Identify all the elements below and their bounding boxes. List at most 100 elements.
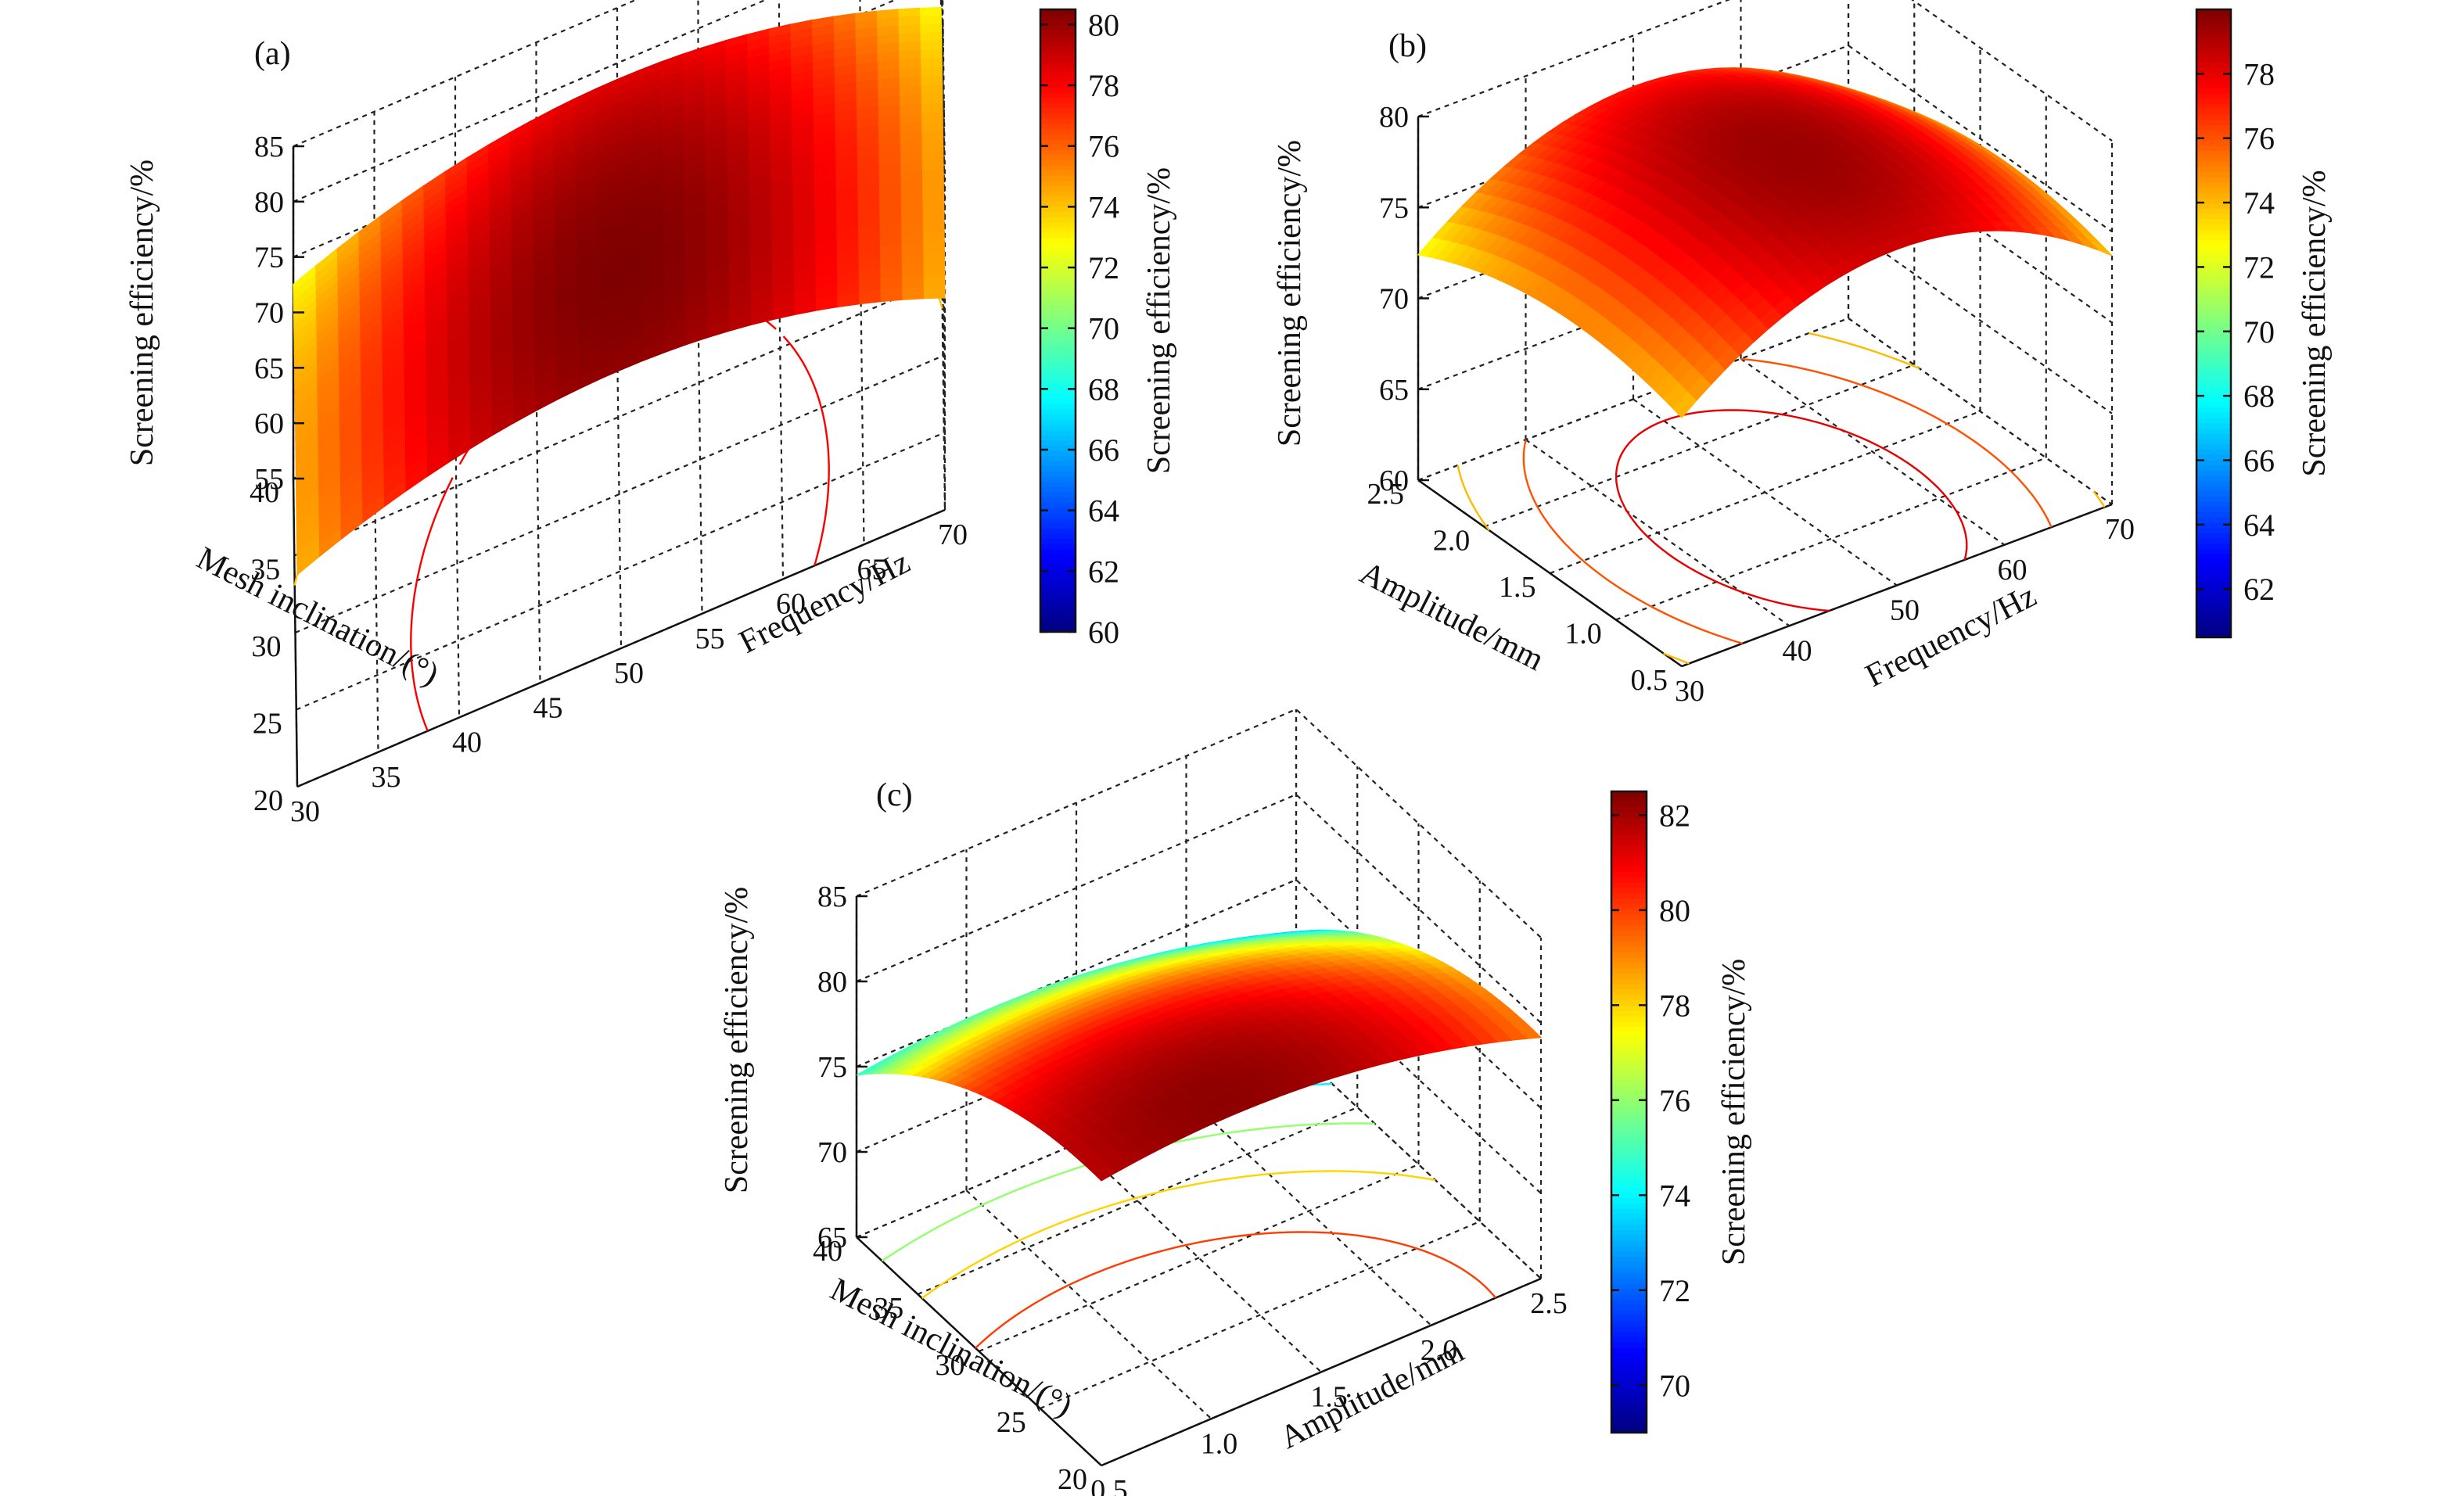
- colorbar-tick-label: 64: [1088, 493, 1119, 529]
- x-tick-label: 30: [1675, 675, 1704, 708]
- z-tick-label: 70: [1379, 283, 1409, 316]
- z-tick-label: 65: [817, 1222, 847, 1254]
- x-tick-label: 2.0: [1421, 1334, 1458, 1367]
- y-tick-label: 35: [874, 1292, 903, 1325]
- surface: [856, 929, 1543, 1182]
- panel-b: 60 65 70 75 80 0.5 1.0 1.5 2.0 2.5 30 40 50 60 70 Scree…: [1272, 0, 2333, 708]
- colorbar-tick-label: 80: [1088, 7, 1119, 42]
- colorbar: 62 64 66 68 70 72 74 76 78 Screening efficiency/%: [2195, 8, 2333, 639]
- z-tick-label: 60: [1379, 465, 1409, 497]
- colorbar-tick-label: 72: [2243, 249, 2275, 285]
- x-tick-label: 35: [372, 761, 401, 794]
- colorbar-tick-label: 74: [1659, 1178, 1690, 1213]
- z-tick-label: 70: [817, 1136, 847, 1169]
- colorbar-tick-label: 80: [1659, 893, 1690, 928]
- z-tick-label: 85: [254, 131, 284, 163]
- panel-label: (b): [1388, 28, 1427, 64]
- x-tick-label: 0.5: [1090, 1474, 1128, 1496]
- y-tick-label: 0.5: [1631, 664, 1668, 697]
- x-tick-label: 65: [857, 553, 887, 586]
- y-axis-title: Mesh inclination/(°): [824, 1272, 1078, 1424]
- colorbar-tick-label: 68: [2243, 378, 2275, 414]
- x-tick-label: 50: [1890, 594, 1920, 627]
- contour-80: [975, 1231, 1496, 1349]
- colorbar-tick-label: 72: [1088, 250, 1119, 285]
- z-tick-label: 70: [254, 297, 284, 330]
- y-axis-title: Mesh inclination/(°): [191, 540, 444, 693]
- colorbar-tick-label: 78: [2243, 56, 2275, 91]
- colorbar-tick-label: 60: [1088, 615, 1119, 650]
- colorbar-tick-label: 82: [1659, 798, 1690, 833]
- colorbar-title: Screening efficiency/%: [2297, 170, 2333, 476]
- y-tick-label: 20: [1058, 1463, 1087, 1496]
- z-tick-label: 80: [817, 966, 847, 999]
- y-tick-label: 30: [936, 1349, 965, 1382]
- z-tick-label: 75: [817, 1051, 847, 1084]
- x-tick-label: 60: [776, 588, 806, 621]
- panel-label: (c): [876, 777, 913, 813]
- colorbar-tick-label: 64: [2243, 508, 2275, 543]
- surface: [1417, 67, 2113, 418]
- z-tick-label: 75: [1379, 192, 1409, 224]
- y-tick-label: 2.0: [1433, 525, 1471, 558]
- x-tick-label: 40: [1783, 634, 1812, 667]
- colorbar-title: Screening efficiency/%: [1716, 959, 1752, 1265]
- y-tick-label: 40: [813, 1235, 842, 1268]
- colorbar-title: Screening efficiency/%: [1141, 167, 1177, 474]
- y-tick-label: 2.5: [1367, 478, 1405, 511]
- x-tick-label: 45: [533, 691, 563, 724]
- panel-c: 65 70 75 80 85 20 25 30 35 40 0.5 1.0 1.5 2.0 2.5 Scree…: [719, 708, 1752, 1496]
- z-tick-label: 85: [817, 881, 847, 913]
- z-tick-label: 80: [1379, 101, 1409, 134]
- colorbar-tick-label: 70: [2243, 314, 2275, 350]
- z-tick-label: 55: [254, 463, 284, 496]
- colorbar-tick-label: 74: [2243, 185, 2275, 221]
- panel-a: 55 60 65 70 75 80 85 20 25 30 35 40 30 35 40 45 50 55 60 65…: [124, 0, 1177, 828]
- colorbar-tick-label: 74: [1088, 189, 1119, 224]
- z-tick-label: 65: [254, 352, 284, 385]
- colorbar-tick-label: 70: [1659, 1368, 1690, 1403]
- contour-78: [1615, 409, 1968, 612]
- y-tick-label: 40: [250, 476, 279, 509]
- x-tick-label: 50: [614, 657, 644, 690]
- colorbar-tick-label: 62: [2243, 572, 2275, 607]
- colorbar: 70 72 74 76 78 80 82 Screening efficiency/%: [1610, 790, 1752, 1434]
- x-axis-title: Frequency/Hz: [1860, 578, 2042, 694]
- colorbar-tick-label: 72: [1659, 1273, 1690, 1308]
- x-tick-label: 40: [452, 726, 482, 759]
- colorbar-tick-label: 68: [1088, 371, 1119, 407]
- colorbar-tick-label: 66: [2243, 443, 2275, 479]
- y-tick-label: 1.0: [1564, 618, 1602, 651]
- colorbar-tick-label: 78: [1088, 68, 1119, 103]
- y-tick-label: 30: [252, 630, 282, 663]
- colorbar-tick-label: 62: [1088, 554, 1119, 589]
- x-tick-label: 1.0: [1201, 1427, 1238, 1460]
- colorbar-tick-label: 70: [1088, 311, 1119, 346]
- colorbar: 60 62 64 66 68 70 72 74 76 78 80 Screening efficien…: [1039, 7, 1177, 650]
- contour-78: [921, 1170, 1436, 1300]
- x-tick-label: 30: [290, 795, 320, 828]
- z-axis-title: Screening efficiency/%: [124, 160, 160, 466]
- x-tick-label: 1.5: [1310, 1381, 1348, 1414]
- z-tick-label: 80: [254, 186, 284, 219]
- y-tick-label: 25: [997, 1406, 1026, 1439]
- surface: [293, 6, 946, 576]
- y-tick-label: 20: [253, 784, 283, 817]
- floor-contours: [1456, 332, 2106, 665]
- panel-label: (a): [254, 36, 291, 72]
- y-tick-label: 1.5: [1499, 571, 1536, 604]
- contour-74: [1456, 332, 2106, 665]
- x-tick-label: 70: [938, 518, 968, 551]
- x-tick-label: 55: [695, 622, 725, 655]
- colorbar-tick-label: 78: [1659, 988, 1690, 1023]
- x-tick-label: 70: [2105, 513, 2135, 546]
- x-tick-label: 2.5: [1530, 1287, 1568, 1320]
- z-axis-title: Screening efficiency/%: [1272, 140, 1308, 447]
- x-axis-title: Amplitude/mm: [1274, 1333, 1470, 1457]
- z-axis-title: Screening efficiency/%: [719, 887, 755, 1193]
- contour-76: [1522, 357, 2053, 644]
- z-tick-label: 60: [254, 407, 284, 440]
- colorbar-tick-label: 76: [2243, 121, 2275, 156]
- y-tick-label: 25: [253, 708, 282, 741]
